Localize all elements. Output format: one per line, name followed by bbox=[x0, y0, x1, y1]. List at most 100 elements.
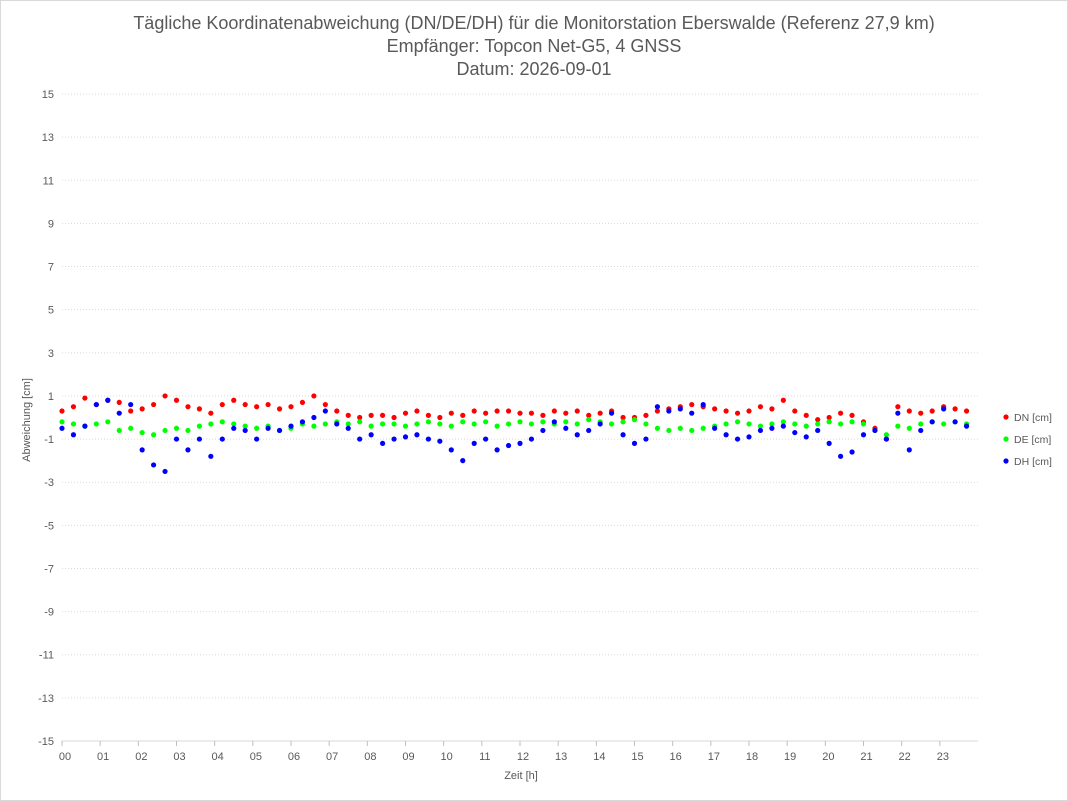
data-point bbox=[380, 421, 386, 427]
data-point bbox=[380, 412, 386, 418]
data-point bbox=[906, 447, 912, 453]
data-point bbox=[666, 408, 672, 414]
data-point bbox=[139, 429, 145, 436]
data-point bbox=[712, 425, 718, 431]
data-point bbox=[151, 462, 157, 468]
data-point bbox=[357, 436, 363, 442]
y-tick-label: -3 bbox=[44, 477, 54, 489]
x-tick-label: 18 bbox=[746, 751, 758, 763]
data-point bbox=[402, 434, 409, 440]
data-point bbox=[826, 419, 832, 425]
x-tick-label: 22 bbox=[899, 751, 911, 763]
data-point bbox=[666, 427, 672, 434]
data-point bbox=[803, 434, 809, 440]
data-point bbox=[895, 423, 901, 429]
data-point bbox=[116, 410, 122, 416]
data-point bbox=[620, 419, 626, 425]
data-point bbox=[941, 406, 947, 412]
data-point bbox=[265, 425, 271, 431]
data-point bbox=[242, 423, 248, 429]
data-point bbox=[437, 421, 443, 427]
legend-marker bbox=[1003, 414, 1009, 420]
data-point bbox=[906, 425, 912, 431]
data-point bbox=[425, 412, 431, 418]
data-point bbox=[460, 419, 466, 425]
grid-lines bbox=[62, 93, 978, 742]
data-point bbox=[540, 412, 546, 418]
data-point bbox=[139, 447, 145, 453]
data-point bbox=[643, 412, 649, 418]
data-point bbox=[231, 425, 237, 431]
data-point bbox=[780, 397, 786, 403]
legend-marker bbox=[1003, 458, 1009, 464]
data-point bbox=[59, 425, 65, 431]
y-tick-label: -1 bbox=[44, 434, 54, 446]
data-point bbox=[849, 412, 855, 418]
data-point bbox=[219, 436, 225, 442]
data-point bbox=[357, 414, 363, 421]
data-point bbox=[471, 408, 477, 414]
data-point bbox=[70, 432, 77, 438]
legend-marker bbox=[1003, 436, 1009, 442]
chart-subtitle-date: Datum: 2026-09-01 bbox=[456, 59, 612, 79]
data-point bbox=[654, 425, 661, 431]
data-point bbox=[242, 427, 248, 434]
y-tick-label: 5 bbox=[48, 305, 54, 317]
data-point bbox=[700, 425, 706, 431]
data-point bbox=[780, 419, 786, 425]
x-tick-label: 12 bbox=[517, 751, 529, 763]
data-point bbox=[643, 436, 649, 442]
data-point bbox=[677, 425, 683, 431]
data-point bbox=[631, 417, 638, 423]
data-point bbox=[276, 427, 283, 434]
data-point bbox=[895, 410, 901, 416]
data-point bbox=[368, 412, 374, 418]
data-point bbox=[173, 425, 180, 431]
data-point bbox=[368, 432, 374, 438]
data-point bbox=[448, 410, 454, 416]
data-point bbox=[963, 423, 970, 429]
data-point bbox=[860, 432, 867, 438]
data-point bbox=[414, 408, 420, 414]
data-point bbox=[815, 427, 821, 434]
data-point bbox=[734, 436, 741, 442]
data-point bbox=[620, 432, 626, 438]
data-point bbox=[872, 427, 878, 434]
y-tick-label: -9 bbox=[44, 607, 54, 619]
y-tick-label: 7 bbox=[48, 262, 54, 274]
data-point bbox=[162, 393, 168, 399]
data-point bbox=[311, 393, 317, 399]
data-point bbox=[517, 440, 523, 446]
data-point bbox=[59, 408, 65, 414]
data-point bbox=[322, 408, 328, 414]
data-point bbox=[219, 419, 225, 425]
data-point bbox=[391, 436, 397, 442]
data-point bbox=[815, 421, 821, 427]
chart-subtitle-receiver: Empfänger: Topcon Net-G5, 4 GNSS bbox=[386, 36, 682, 56]
x-tick-label: 20 bbox=[822, 751, 834, 763]
data-point bbox=[792, 421, 798, 427]
data-point bbox=[82, 395, 88, 401]
data-point bbox=[952, 406, 958, 412]
data-point bbox=[196, 406, 202, 412]
data-point bbox=[299, 399, 306, 406]
data-point bbox=[505, 408, 512, 414]
data-point bbox=[528, 436, 535, 442]
x-tick-label: 08 bbox=[364, 751, 376, 763]
data-point bbox=[322, 421, 328, 427]
data-point bbox=[528, 410, 535, 416]
data-point bbox=[723, 408, 729, 414]
data-point bbox=[70, 404, 77, 410]
data-point bbox=[425, 436, 431, 442]
data-point bbox=[631, 440, 638, 446]
data-point bbox=[494, 408, 500, 414]
data-point bbox=[494, 447, 500, 453]
data-point bbox=[494, 423, 500, 429]
data-point bbox=[322, 401, 328, 408]
y-tick-label: 11 bbox=[43, 175, 54, 187]
data-point bbox=[368, 423, 374, 429]
data-point bbox=[231, 421, 237, 427]
data-point bbox=[231, 397, 237, 403]
data-point bbox=[941, 421, 947, 427]
data-point bbox=[208, 453, 214, 459]
